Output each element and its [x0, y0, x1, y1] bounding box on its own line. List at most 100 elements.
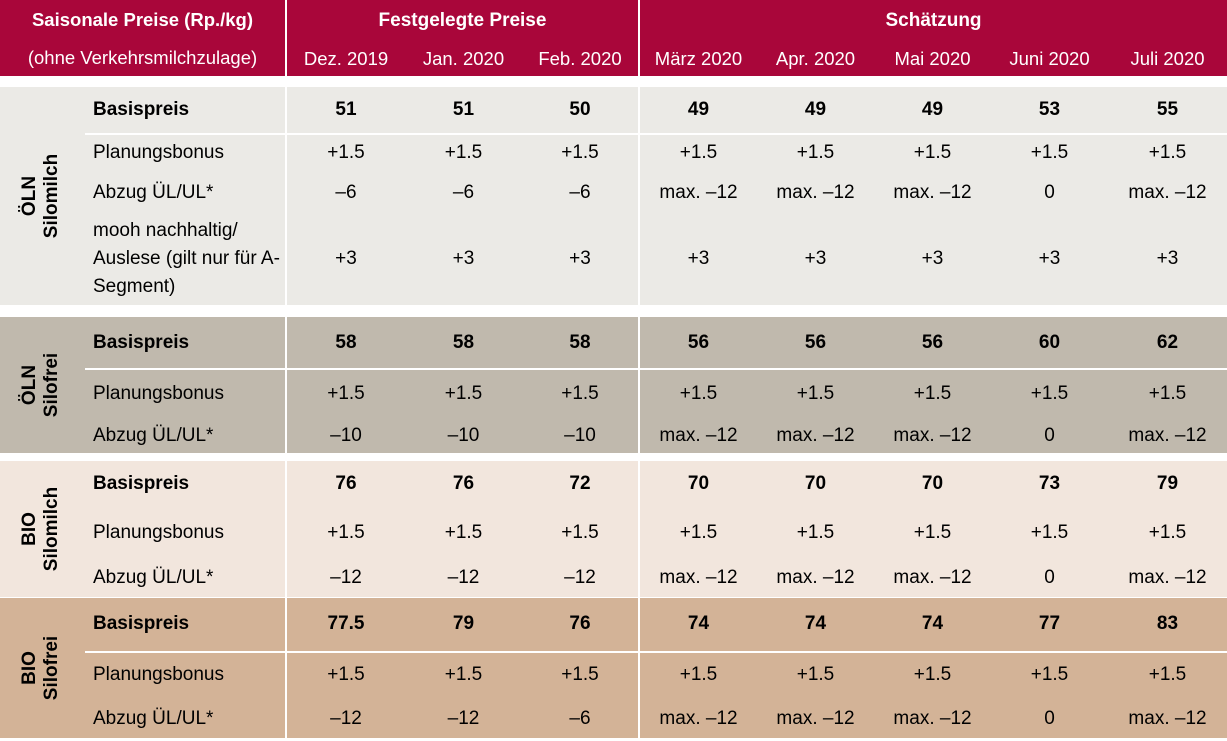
section-background	[0, 461, 1227, 597]
table-cell: –6	[569, 708, 591, 729]
table-cell: +1.5	[913, 664, 952, 685]
table-cell: 49	[804, 99, 827, 120]
row-label: Basispreis	[93, 613, 190, 634]
table-cell: 76	[569, 613, 591, 634]
table-cell: 0	[1044, 425, 1055, 446]
month-header: Dez. 2019	[287, 42, 405, 76]
table-cell: 58	[569, 332, 591, 353]
row-label: Planungsbonus	[93, 522, 224, 543]
table-cell: +1.5	[1148, 522, 1187, 543]
table-cell: 55	[1156, 99, 1179, 120]
table-cell: max. –12	[776, 567, 855, 588]
row-label: mooh nachhaltig/ Auslese (gilt nur für A…	[93, 220, 280, 297]
table-cell: 70	[687, 473, 710, 494]
section-type: BIO	[19, 651, 41, 685]
section-side-label: ÖLN Silofrei	[0, 317, 83, 453]
table-cell: +1.5	[327, 383, 365, 404]
table-cell: +3	[1038, 248, 1061, 269]
table-cell: +3	[1156, 248, 1179, 269]
table-cell: +1.5	[796, 383, 835, 404]
table-cell: +3	[804, 248, 827, 269]
table-cell: 70	[804, 473, 827, 494]
month-header: Apr. 2020	[757, 42, 874, 76]
table-cell: max. –12	[659, 182, 738, 203]
table-cell: 0	[1044, 708, 1055, 729]
table-cell: +1.5	[1148, 142, 1187, 163]
table-cell: 73	[1038, 473, 1061, 494]
table-cell: max. –12	[776, 182, 855, 203]
table-cell: max. –12	[659, 567, 738, 588]
table-cell: 49	[687, 99, 710, 120]
row-label: Planungsbonus	[93, 664, 224, 685]
table-cell: –12	[447, 567, 480, 588]
table-cell: +1.5	[444, 383, 483, 404]
table-cell: 0	[1044, 182, 1055, 203]
column-divider	[285, 598, 287, 738]
table-cell: –12	[330, 708, 362, 729]
section-type: ÖLN	[19, 175, 41, 217]
row-label: Planungsbonus	[93, 142, 224, 163]
table-cell: 74	[804, 613, 827, 634]
table-cell: 83	[1156, 613, 1179, 634]
table-cell: +1.5	[679, 383, 718, 404]
table-cell: max. –12	[1128, 182, 1207, 203]
table-cell: +1.5	[913, 522, 952, 543]
table-cell: +1.5	[913, 142, 952, 163]
table-cell: 74	[687, 613, 710, 634]
table-cell: +1.5	[913, 383, 952, 404]
table-cell: 58	[452, 332, 475, 353]
row-label: Basispreis	[93, 332, 190, 353]
table-cell: 77.5	[327, 613, 365, 634]
table-cell: –6	[569, 182, 591, 203]
column-divider	[638, 87, 640, 305]
table-cell: max. –12	[1128, 425, 1207, 446]
table-cell: 50	[569, 99, 591, 120]
table-cell: +1.5	[561, 664, 599, 685]
table-cell: 49	[921, 99, 944, 120]
row-divider	[85, 368, 1227, 370]
section-side-label: BIO Silomilch	[0, 461, 83, 597]
group-header-fixed: Festgelegte Preise	[287, 0, 638, 42]
table-cell: max. –12	[893, 425, 972, 446]
table-cell: max. –12	[893, 708, 972, 729]
header-divider	[638, 0, 640, 76]
table-cell: –12	[564, 567, 596, 588]
table-cell: 60	[1038, 332, 1061, 353]
table-cell: –12	[447, 708, 480, 729]
table-cell: +1.5	[444, 522, 483, 543]
table-cell: 56	[921, 332, 944, 353]
table-cell: +1.5	[327, 142, 365, 163]
table-cell: +1.5	[561, 383, 599, 404]
row-label: Basispreis	[93, 473, 190, 494]
table-cell: max. –12	[1128, 567, 1207, 588]
table-cell: +1.5	[1030, 522, 1069, 543]
table-cell: +1.5	[796, 664, 835, 685]
table-cell: +1.5	[679, 522, 718, 543]
section-side-text: BIO Silomilch	[20, 487, 64, 571]
table-cell: 62	[1156, 332, 1179, 353]
section-feed: Silofrei	[41, 352, 63, 418]
row-label: Abzug ÜL/UL*	[93, 567, 214, 588]
section-side-text: BIO Silofrei	[20, 636, 64, 700]
month-header: Juni 2020	[991, 42, 1108, 76]
table-cell: max. –12	[776, 425, 855, 446]
section-side-text: ÖLN Silomilch	[20, 154, 64, 238]
month-header: März 2020	[640, 42, 757, 76]
table-cell: max. –12	[776, 708, 855, 729]
table-cell: –12	[330, 567, 362, 588]
table-cell: +1.5	[796, 522, 835, 543]
section-side-label: ÖLN Silomilch	[0, 87, 83, 305]
month-header: Jan. 2020	[405, 42, 522, 76]
group-header-estimate: Schätzung	[640, 0, 1227, 42]
table-cell: 79	[452, 613, 475, 634]
table-cell: +1.5	[1030, 383, 1069, 404]
table-cell: –10	[330, 425, 362, 446]
section-background	[0, 598, 1227, 738]
table-cell: 77	[1038, 613, 1061, 634]
table-cell: +3	[569, 248, 591, 269]
table-cell: max. –12	[893, 182, 972, 203]
table-cell: max. –12	[659, 425, 738, 446]
table-cell: 72	[569, 473, 591, 494]
table-cell: +1.5	[327, 664, 365, 685]
